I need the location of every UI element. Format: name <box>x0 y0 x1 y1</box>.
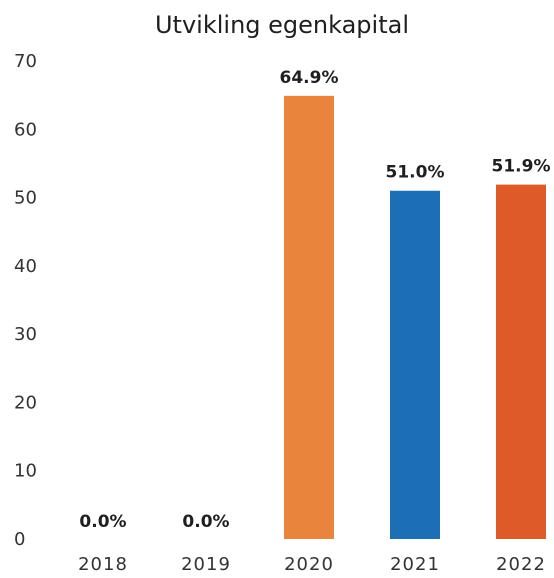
x-tick-label-2021: 2021 <box>390 554 440 575</box>
x-tick-label-2020: 2020 <box>284 554 334 575</box>
y-tick-label: 70 <box>14 51 37 72</box>
bar-2022 <box>496 184 546 539</box>
x-tick-label-2022: 2022 <box>496 554 546 575</box>
data-label-2022: 51.9% <box>492 157 551 177</box>
x-tick-label-2019: 2019 <box>181 554 231 575</box>
y-tick-label: 40 <box>14 256 37 277</box>
bar-2020 <box>284 95 334 539</box>
data-label-2021: 51.0% <box>386 163 445 183</box>
y-tick-label: 60 <box>14 119 37 140</box>
data-label-2020: 64.9% <box>280 68 339 88</box>
chart-title: Utvikling egenkapital <box>155 11 409 39</box>
x-axis: 2018 2019 2020 2021 2022 <box>78 554 546 575</box>
data-labels: 0.0% 0.0% 64.9% 51.0% 51.9% <box>79 68 550 532</box>
y-tick-label: 10 <box>14 461 37 482</box>
bars <box>284 95 546 539</box>
x-tick-label-2018: 2018 <box>78 554 128 575</box>
data-label-2019: 0.0% <box>182 512 229 532</box>
y-axis: 0 10 20 30 40 50 60 70 <box>14 51 37 550</box>
bar-2021 <box>390 190 440 539</box>
data-label-2018: 0.0% <box>79 512 126 532</box>
y-tick-label: 30 <box>14 324 37 345</box>
y-tick-label: 0 <box>14 529 25 550</box>
y-tick-label: 50 <box>14 188 37 209</box>
y-tick-label: 20 <box>14 392 37 413</box>
